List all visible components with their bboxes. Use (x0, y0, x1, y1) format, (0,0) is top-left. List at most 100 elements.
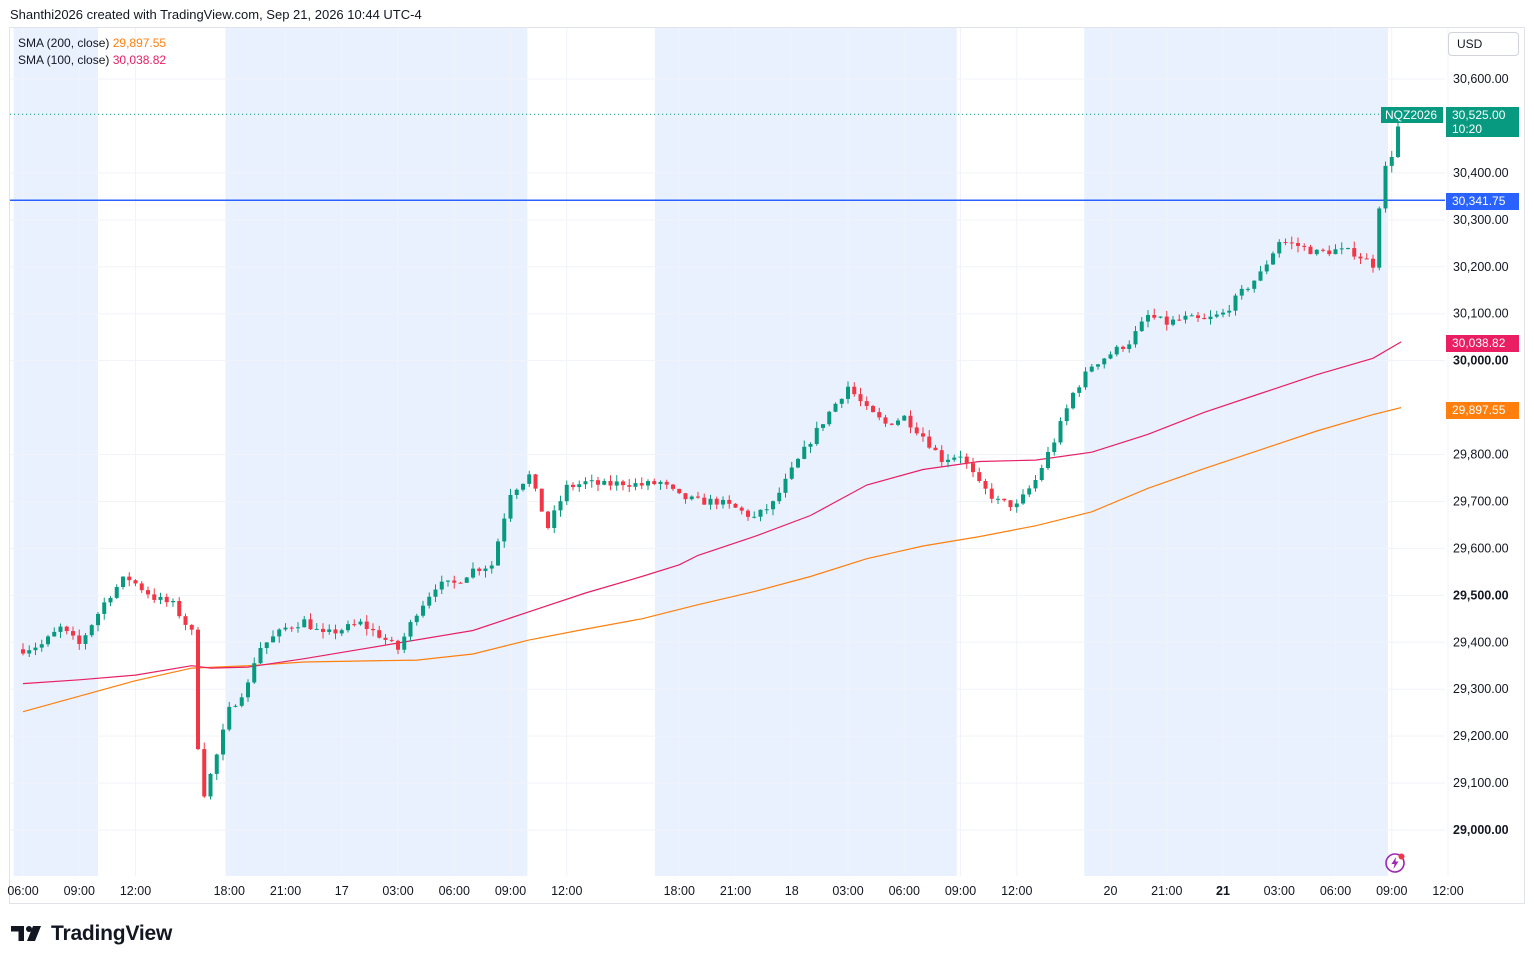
x-axis-label: 09:00 (495, 884, 526, 898)
lightning-icon[interactable] (1384, 852, 1406, 874)
candle-body (1033, 479, 1038, 489)
candle-body (833, 403, 838, 412)
candle-body (827, 411, 832, 425)
candle-body (114, 587, 119, 598)
candle-body (1046, 451, 1050, 468)
candle-body (1358, 256, 1363, 259)
y-axis-label: 29,400.00 (1453, 635, 1509, 649)
x-axis-label: 03:00 (832, 884, 863, 898)
candle-body (1214, 314, 1219, 317)
candle-body (858, 394, 863, 402)
candle-body (996, 498, 1000, 500)
x-axis-label: 12:00 (1432, 884, 1463, 898)
x-axis-label: 17 (335, 884, 349, 898)
candle-body (571, 484, 575, 488)
candles-group (21, 121, 1400, 800)
candle-body (1227, 310, 1232, 313)
y-axis-label: 29,500.00 (1453, 588, 1509, 602)
candle-body (1039, 467, 1044, 480)
candle-body (521, 483, 525, 490)
candle-body (1189, 315, 1194, 317)
candle-body (477, 568, 482, 572)
candle-body (671, 484, 675, 489)
candle-body (327, 629, 332, 632)
candle-body (58, 626, 63, 632)
legend-sma200[interactable]: SMA (200, close) 29,897.55 (18, 35, 166, 52)
candle-body (83, 635, 88, 644)
currency-selector[interactable]: USD (1448, 32, 1519, 56)
candle-body (1246, 288, 1250, 290)
sma200-price-tag: 29,897.55 (1446, 402, 1519, 419)
candle-body (1346, 248, 1350, 250)
x-axis-label: 18 (785, 884, 799, 898)
candle-body (27, 650, 32, 654)
candle-body (933, 447, 938, 451)
candle-body (1058, 421, 1063, 443)
candle-body (708, 498, 713, 505)
candle-body (1196, 315, 1200, 318)
candle-body (371, 628, 375, 631)
candle-body (658, 481, 663, 485)
candle-body (46, 636, 50, 645)
session-band (1084, 28, 1388, 876)
candle-body (1089, 366, 1094, 372)
footer-brand: TradingView (51, 922, 173, 945)
y-axis-label: 30,400.00 (1453, 166, 1509, 180)
candle-body (714, 498, 719, 505)
candle-body (689, 496, 694, 500)
candle-body (102, 602, 107, 614)
candle-body (1152, 314, 1157, 318)
candle-body (977, 472, 982, 482)
candle-body (702, 497, 707, 505)
x-axis-label: 06:00 (1320, 884, 1351, 898)
y-axis-label: 29,600.00 (1453, 541, 1509, 555)
candle-body (146, 590, 150, 595)
candle-body (383, 637, 388, 640)
candle-body (752, 516, 757, 518)
candle-body (277, 629, 282, 637)
candle-body (483, 568, 488, 572)
y-axis-label: 30,600.00 (1453, 72, 1509, 86)
candle-body (771, 501, 775, 510)
countdown-value: 10:20 (1452, 122, 1483, 136)
candle-body (927, 436, 932, 448)
candle-body (964, 456, 969, 464)
x-axis-label: 21:00 (270, 884, 301, 898)
candle-body (1208, 316, 1213, 320)
candle-body (264, 642, 269, 649)
candle-body (852, 386, 857, 395)
indicator-legend: SMA (200, close) 29,897.55 SMA (100, clo… (18, 35, 166, 69)
candle-body (171, 600, 175, 603)
candle-body (821, 424, 825, 428)
candle-body (121, 576, 125, 588)
candle-body (677, 488, 682, 494)
last-price-value: 30,525.00 (1452, 108, 1506, 122)
candle-body (458, 582, 463, 584)
candle-body (596, 480, 600, 485)
legend-sma100[interactable]: SMA (100, close) 30,038.82 (18, 52, 166, 69)
candle-body (221, 729, 225, 755)
candle-body (1108, 354, 1113, 359)
candle-body (1339, 248, 1344, 250)
legend-sma200-label: SMA (200, close) (18, 36, 110, 50)
candle-body (1064, 408, 1069, 422)
candle-body (1264, 264, 1269, 272)
candle-body (1146, 314, 1150, 322)
candle-body (1283, 242, 1288, 244)
y-axis-label: 30,200.00 (1453, 260, 1509, 274)
candle-body (502, 518, 507, 542)
candle-body (814, 427, 819, 444)
candle-body (289, 627, 294, 629)
candle-body (627, 485, 632, 487)
candle-body (189, 624, 194, 630)
candle-body (489, 565, 494, 569)
candle-body (1277, 242, 1282, 254)
candle-body (1258, 271, 1263, 281)
symbol-tag: NQZ2026 (1381, 107, 1443, 123)
candle-body (552, 510, 557, 528)
candle-body (1139, 321, 1144, 332)
candle-body (577, 484, 582, 488)
candle-body (389, 639, 394, 641)
x-axis-label: 20 (1104, 884, 1118, 898)
